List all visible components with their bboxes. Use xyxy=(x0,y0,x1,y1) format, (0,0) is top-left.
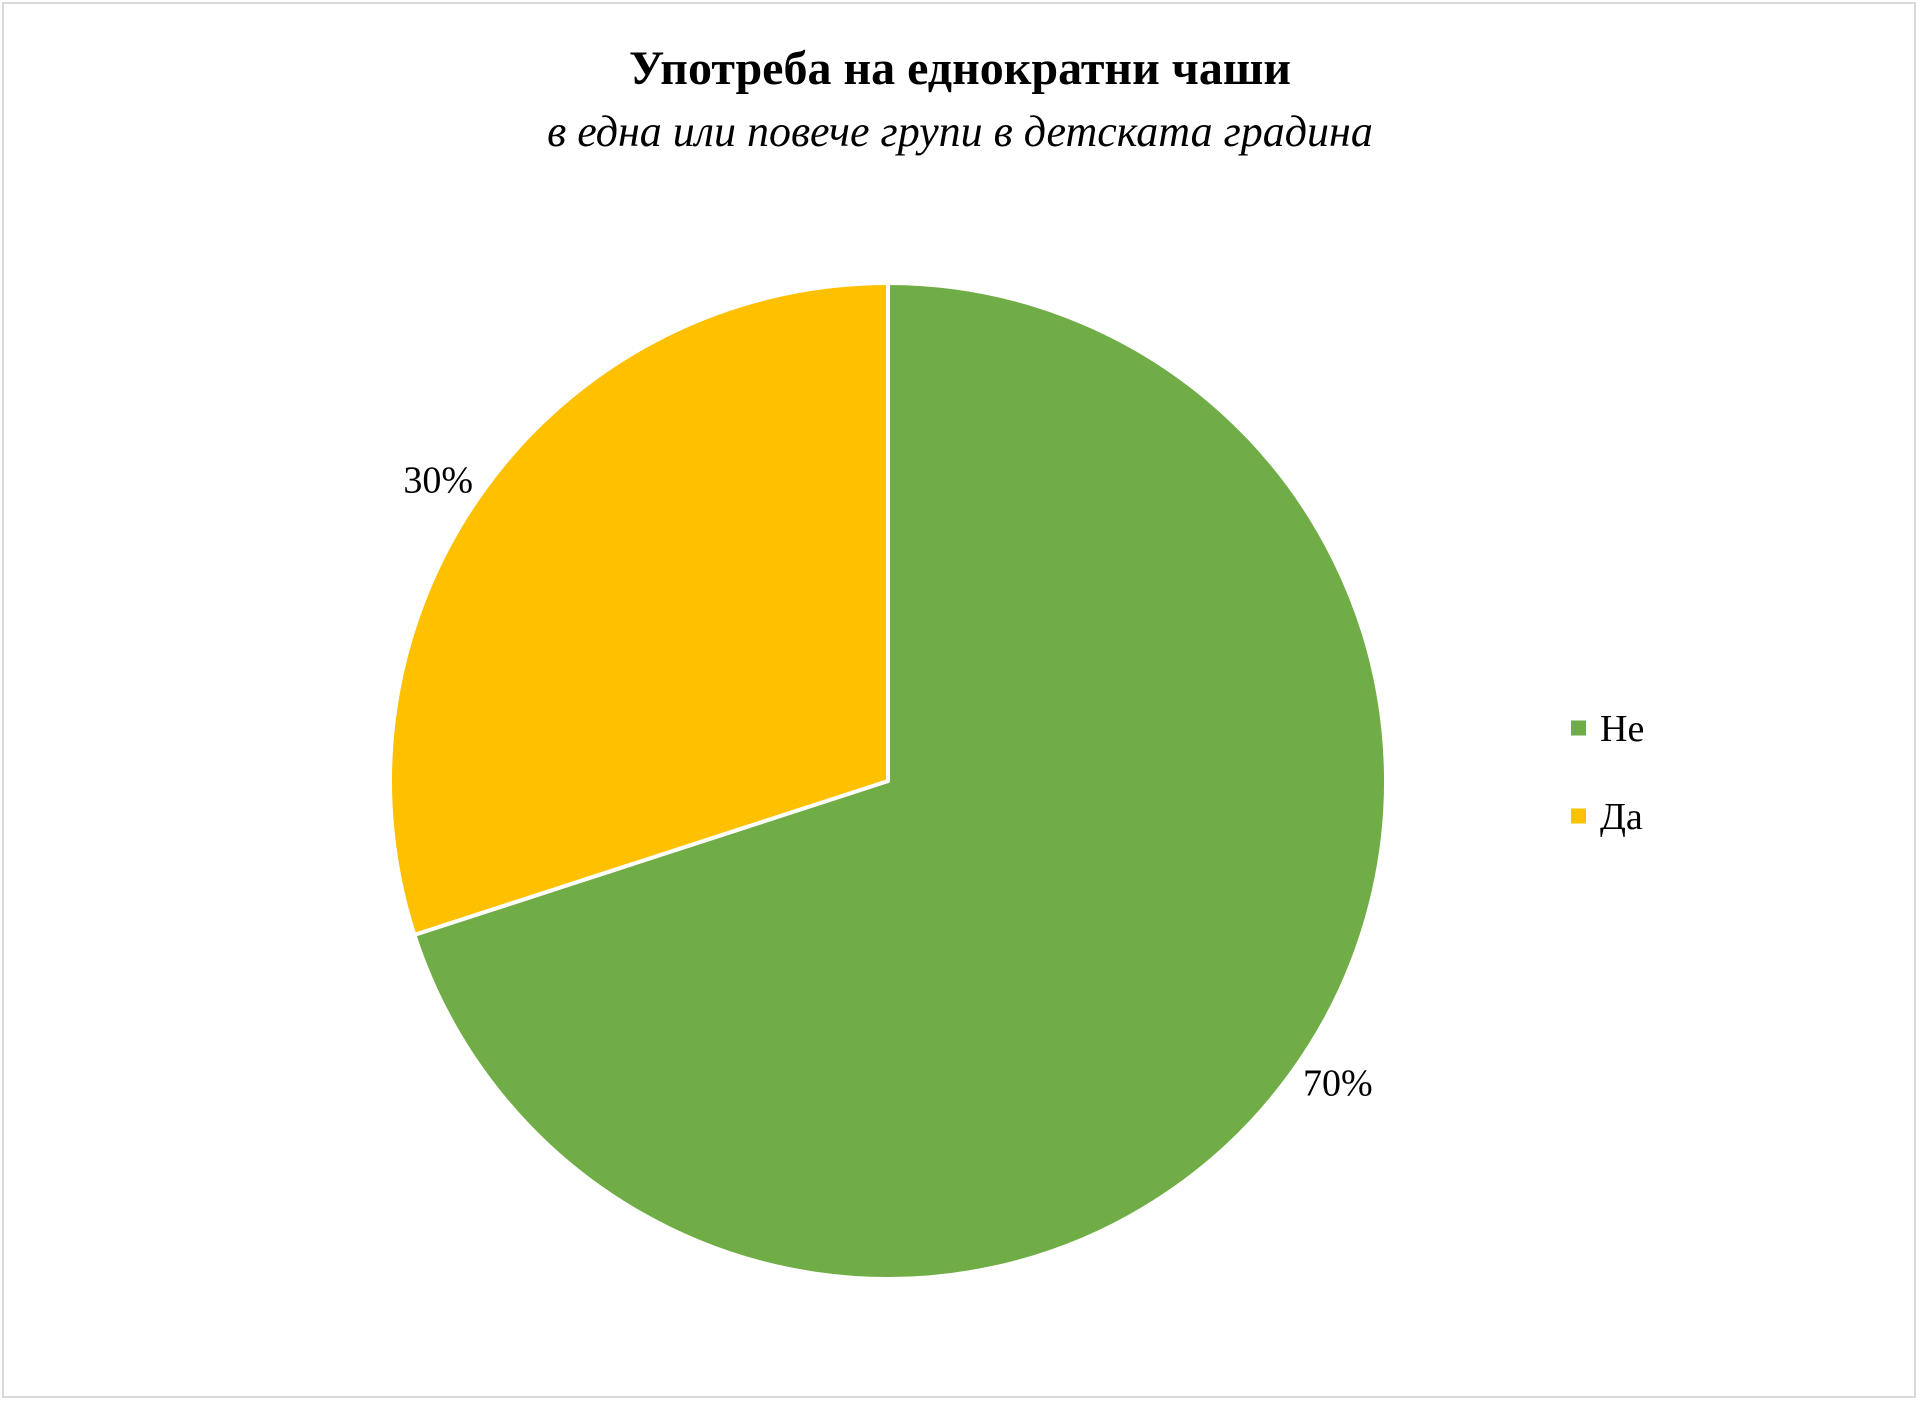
chart-legend: Не Да xyxy=(1571,708,1644,838)
chart-title: Употреба на еднократни чаши xyxy=(629,42,1291,95)
legend-label-2: Да xyxy=(1600,796,1643,838)
data-label-1: 70% xyxy=(1303,1062,1373,1104)
pie-slice-2 xyxy=(388,281,890,937)
pie-slices xyxy=(388,281,1388,1281)
pie-slice-1 xyxy=(412,281,1388,1281)
data-label-2: 30% xyxy=(403,460,473,502)
legend-label-1: Не xyxy=(1600,708,1644,750)
legend-swatch-2 xyxy=(1571,808,1586,824)
chart-subtitle: в една или повече групи в детската гради… xyxy=(547,107,1373,156)
legend-swatch-1 xyxy=(1571,720,1586,736)
pie-data-labels: 70% 30% xyxy=(403,460,1372,1105)
